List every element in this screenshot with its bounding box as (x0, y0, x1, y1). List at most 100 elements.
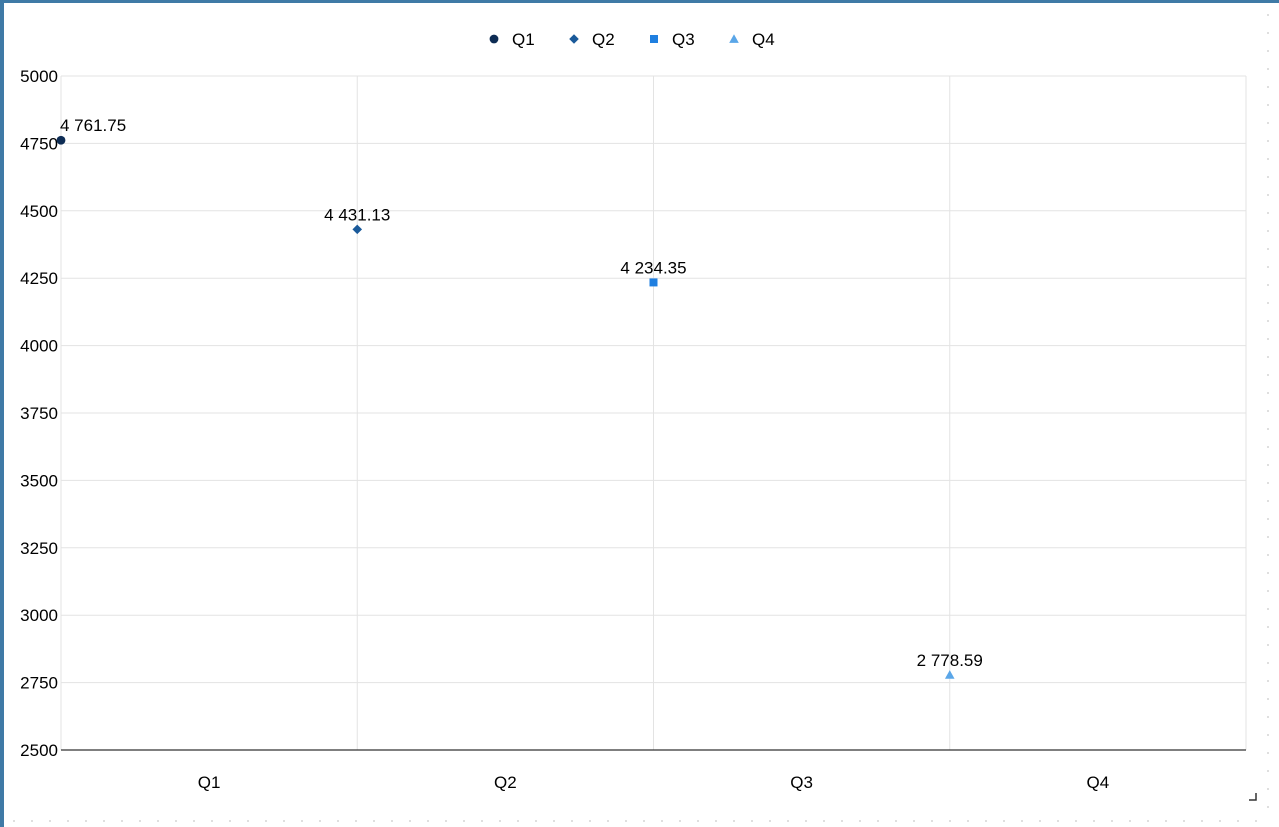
legend-label: Q2 (592, 30, 615, 49)
legend-label: Q1 (512, 30, 535, 49)
frame-dot (1267, 788, 1269, 790)
frame-dot (247, 820, 249, 822)
frame-dot (679, 820, 681, 822)
frame-dot (1267, 68, 1269, 70)
frame-dot (1237, 820, 1239, 822)
frame-dot (1021, 820, 1023, 822)
frame-dot (1129, 820, 1131, 822)
frame-dot (1267, 140, 1269, 142)
frame-dot (283, 820, 285, 822)
frame-dot (1267, 770, 1269, 772)
frame-dot (769, 820, 771, 822)
data-point[interactable] (56, 135, 66, 145)
frame-dot (1267, 374, 1269, 376)
resize-corner-icon[interactable] (1249, 793, 1257, 801)
data-point[interactable] (944, 670, 955, 679)
frame-dot (13, 820, 15, 822)
frame-dot (1267, 230, 1269, 232)
y-tick-label: 4750 (20, 134, 58, 153)
frame-dot (1267, 446, 1269, 448)
legend-marker-icon[interactable] (650, 35, 658, 43)
frame-dot (985, 820, 987, 822)
frame-dot (1111, 820, 1113, 822)
y-tick-label: 4250 (20, 269, 58, 288)
frame-dot (1267, 590, 1269, 592)
frame-dot (1267, 158, 1269, 160)
frame-dot (1201, 820, 1203, 822)
frame-dot (175, 820, 177, 822)
grid-layer (60, 75, 1247, 750)
frame-dot (1267, 806, 1269, 808)
legend-item[interactable]: Q1 (489, 30, 535, 49)
frame-dot (157, 820, 159, 822)
frame-dot (1003, 820, 1005, 822)
frame-dot (751, 820, 753, 822)
frame-dot (1267, 410, 1269, 412)
frame-dot (1267, 320, 1269, 322)
frame-dot (1267, 464, 1269, 466)
frame-dot (1267, 392, 1269, 394)
frame-dot (1267, 698, 1269, 700)
frame-dot (319, 820, 321, 822)
frame-dot (1267, 338, 1269, 340)
frame-dot (1267, 122, 1269, 124)
frame-dot (535, 820, 537, 822)
frame-dot (571, 820, 573, 822)
data-point[interactable] (352, 224, 363, 235)
legend-item[interactable]: Q4 (729, 30, 775, 49)
frame-dot (1267, 608, 1269, 610)
frame-dot (1267, 176, 1269, 178)
frame-dot (1267, 482, 1269, 484)
frame-dot (103, 820, 105, 822)
frame-dot (643, 820, 645, 822)
frame-dot (193, 820, 195, 822)
frame-dot (1057, 820, 1059, 822)
frame-dot (1267, 554, 1269, 556)
legend-item[interactable]: Q2 (569, 30, 615, 49)
frame-dot (823, 820, 825, 822)
frame-dot (373, 820, 375, 822)
frame-dot (355, 820, 357, 822)
frame-dot (1183, 820, 1185, 822)
resize-handle[interactable] (13, 14, 1269, 822)
frame-dot (607, 820, 609, 822)
frame-dot (787, 820, 789, 822)
frame-dot (265, 820, 267, 822)
data-point[interactable] (649, 278, 658, 287)
data-label: 4 234.35 (620, 258, 686, 277)
frame-dot (841, 820, 843, 822)
frame-dot (211, 820, 213, 822)
frame-dot (445, 820, 447, 822)
frame-dot (877, 820, 879, 822)
legend-item[interactable]: Q3 (650, 30, 695, 49)
legend-marker-icon[interactable] (729, 34, 739, 43)
legend[interactable]: Q1 Q2 Q3 Q4 (489, 30, 775, 49)
frame-dot (895, 820, 897, 822)
frame-dot (463, 820, 465, 822)
frame-dot (1039, 820, 1041, 822)
frame-dot (1255, 820, 1257, 822)
legend-label: Q3 (672, 30, 695, 49)
scatter-chart: 2500 2750 3000 3250 3500 3750 4000 4250 4500 4750… (13, 14, 1269, 822)
frame-dot (517, 820, 519, 822)
legend-marker-icon[interactable] (489, 34, 499, 44)
legend-marker-icon[interactable] (569, 34, 579, 44)
y-tick-label: 5000 (20, 67, 58, 86)
x-category-label: Q1 (198, 773, 221, 792)
marks-layer: 4 761.75 4 431.13 4 234.35 2 778.59 (56, 116, 983, 679)
frame-dot (931, 820, 933, 822)
frame-dot (1075, 820, 1077, 822)
frame-dot (391, 820, 393, 822)
frame-dot (1267, 626, 1269, 628)
frame-dot (1267, 14, 1269, 16)
frame-dot (1267, 356, 1269, 358)
frame-dot (1267, 284, 1269, 286)
axis-layer: 2500 2750 3000 3250 3500 3750 4000 4250 4500 4750… (20, 67, 1246, 792)
frame-dot (715, 820, 717, 822)
data-label: 2 778.59 (917, 651, 983, 670)
frame-dot (913, 820, 915, 822)
frame-dot (427, 820, 429, 822)
y-tick-label: 4000 (20, 337, 58, 356)
frame-dot (49, 820, 51, 822)
